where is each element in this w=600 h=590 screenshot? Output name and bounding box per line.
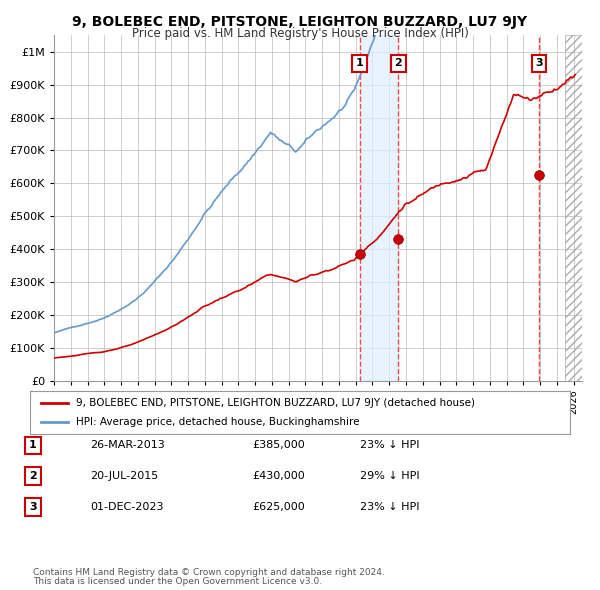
Text: 3: 3 (29, 502, 37, 512)
Text: £625,000: £625,000 (252, 502, 305, 512)
Text: £385,000: £385,000 (252, 441, 305, 450)
Text: 9, BOLEBEC END, PITSTONE, LEIGHTON BUZZARD, LU7 9JY: 9, BOLEBEC END, PITSTONE, LEIGHTON BUZZA… (73, 15, 527, 30)
Text: 1: 1 (356, 58, 364, 68)
Text: 23% ↓ HPI: 23% ↓ HPI (360, 502, 419, 512)
Text: 1: 1 (29, 441, 37, 450)
Text: 3: 3 (535, 58, 542, 68)
Text: 2: 2 (29, 471, 37, 481)
Text: 01-DEC-2023: 01-DEC-2023 (90, 502, 163, 512)
Text: Contains HM Land Registry data © Crown copyright and database right 2024.: Contains HM Land Registry data © Crown c… (33, 568, 385, 577)
Text: 29% ↓ HPI: 29% ↓ HPI (360, 471, 419, 481)
Text: HPI: Average price, detached house, Buckinghamshire: HPI: Average price, detached house, Buck… (76, 417, 359, 427)
Text: £430,000: £430,000 (252, 471, 305, 481)
Text: 26-MAR-2013: 26-MAR-2013 (90, 441, 165, 450)
Text: 20-JUL-2015: 20-JUL-2015 (90, 471, 158, 481)
Text: This data is licensed under the Open Government Licence v3.0.: This data is licensed under the Open Gov… (33, 577, 322, 586)
Text: 2: 2 (395, 58, 403, 68)
Bar (359, 35, 398, 381)
Text: 23% ↓ HPI: 23% ↓ HPI (360, 441, 419, 450)
Text: Price paid vs. HM Land Registry's House Price Index (HPI): Price paid vs. HM Land Registry's House … (131, 27, 469, 40)
Text: 9, BOLEBEC END, PITSTONE, LEIGHTON BUZZARD, LU7 9JY (detached house): 9, BOLEBEC END, PITSTONE, LEIGHTON BUZZA… (76, 398, 475, 408)
